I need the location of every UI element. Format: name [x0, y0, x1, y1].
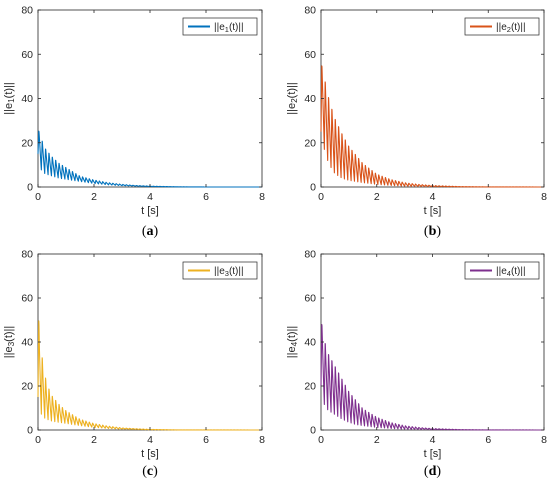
y-axis-label: ||e2(t)|| — [286, 82, 299, 115]
legend: ||e2(t)|| — [464, 17, 540, 36]
panel-label: (b) — [424, 224, 441, 239]
y-tick-label: 80 — [21, 5, 33, 17]
y-tick-label: 40 — [304, 93, 316, 105]
legend: ||e3(t)|| — [182, 261, 258, 280]
plot-area — [37, 253, 263, 431]
panel-label: (c) — [142, 464, 158, 479]
x-tick-label: 2 — [374, 434, 380, 446]
x-tick-label: 4 — [147, 434, 153, 446]
x-tick-label: 0 — [318, 191, 324, 203]
y-tick-label: 20 — [21, 137, 33, 149]
y-axis-label: ||e4(t)|| — [286, 326, 299, 359]
x-axis-label: t [s] — [424, 448, 442, 460]
x-tick-label: 0 — [318, 434, 324, 446]
x-tick-label: 0 — [35, 434, 41, 446]
y-tick-label: 60 — [21, 49, 33, 61]
y-tick-label: 40 — [21, 337, 33, 349]
x-tick-label: 2 — [91, 434, 97, 446]
y-tick-label: 80 — [304, 5, 316, 17]
x-axis-label: t [s] — [141, 448, 159, 460]
x-axis-label: t [s] — [424, 205, 442, 217]
y-tick-label: 80 — [304, 249, 316, 261]
x-tick-label: 8 — [259, 434, 265, 446]
x-tick-label: 6 — [203, 434, 209, 446]
y-tick-label: 0 — [27, 182, 33, 194]
legend-entry: ||e4(t)|| — [496, 266, 526, 278]
x-tick-label: 8 — [541, 191, 547, 203]
x-tick-label: 6 — [485, 434, 491, 446]
x-tick-label: 6 — [203, 191, 209, 203]
x-tick-label: 0 — [35, 191, 41, 203]
y-tick-label: 40 — [304, 337, 316, 349]
y-tick-label: 80 — [21, 249, 33, 261]
y-tick-label: 60 — [21, 293, 33, 305]
x-axis-label: t [s] — [141, 205, 159, 217]
y-axis-label: ||e3(t)|| — [3, 326, 16, 359]
plot-area — [320, 253, 545, 431]
x-tick-label: 2 — [374, 191, 380, 203]
y-tick-label: 20 — [21, 381, 33, 393]
y-tick-label: 0 — [310, 425, 316, 437]
y-tick-label: 60 — [304, 49, 316, 61]
x-tick-label: 4 — [430, 434, 436, 446]
y-tick-label: 0 — [27, 425, 33, 437]
legend: ||e4(t)|| — [464, 261, 540, 280]
y-tick-label: 40 — [21, 93, 33, 105]
legend-box — [464, 261, 540, 280]
legend-entry: ||e2(t)|| — [496, 22, 526, 34]
x-tick-label: 4 — [147, 191, 153, 203]
legend-box — [464, 17, 540, 36]
plot-area — [37, 9, 263, 188]
legend-box — [182, 17, 258, 36]
x-tick-label: 8 — [259, 191, 265, 203]
panel-label: (d) — [424, 464, 441, 479]
x-tick-label: 2 — [91, 191, 97, 203]
legend-box — [182, 261, 258, 280]
x-tick-label: 8 — [541, 434, 547, 446]
y-tick-label: 0 — [310, 182, 316, 194]
x-tick-label: 6 — [485, 191, 491, 203]
legend-entry: ||e3(t)|| — [214, 266, 244, 278]
y-tick-label: 60 — [304, 293, 316, 305]
legend: ||e1(t)|| — [182, 17, 258, 36]
x-tick-label: 4 — [430, 191, 436, 203]
legend-entry: ||e1(t)|| — [214, 22, 244, 34]
y-axis-label: ||e1(t)|| — [3, 82, 16, 115]
y-tick-label: 20 — [304, 137, 316, 149]
plot-area — [320, 9, 545, 188]
y-tick-label: 20 — [304, 381, 316, 393]
panel-label: (a) — [142, 224, 159, 239]
